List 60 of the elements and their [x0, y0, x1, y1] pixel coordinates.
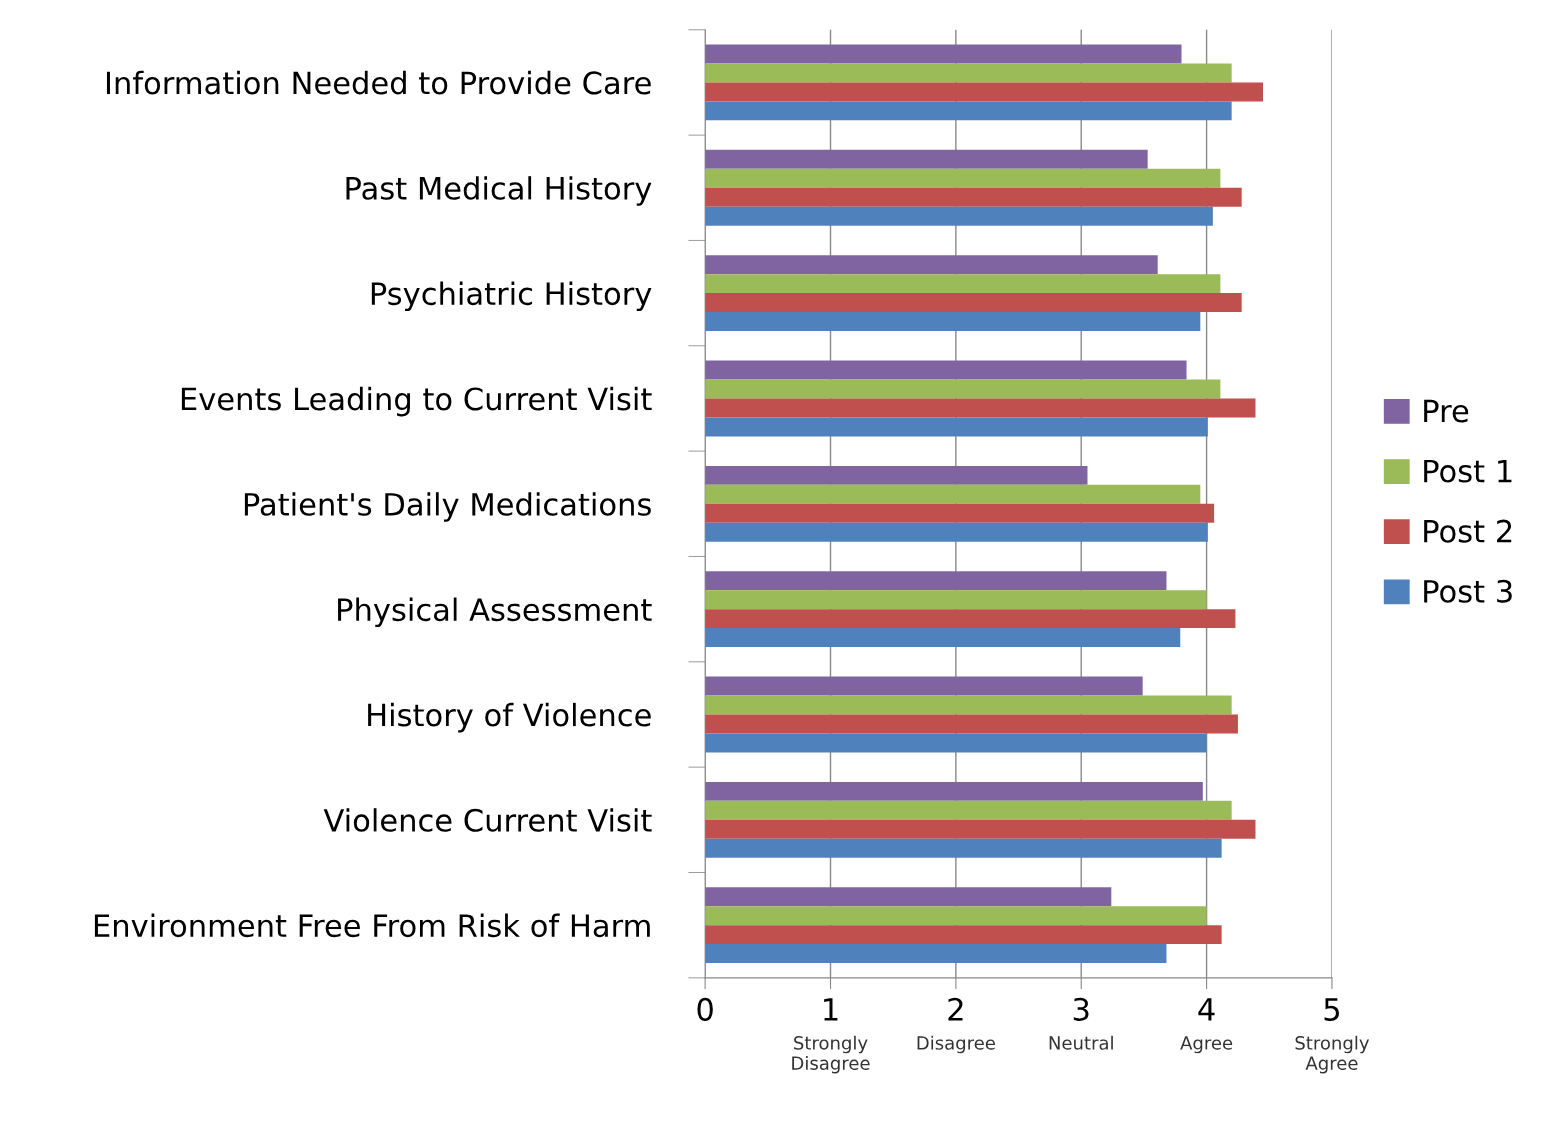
- y-tick-label: Information Needed to Provide Care: [106, 70, 651, 95]
- y-tick-label: Psychiatric History: [371, 281, 652, 312]
- y-tick-label: History of Violence: [368, 702, 651, 733]
- bar: [705, 590, 1207, 610]
- bar: [705, 781, 1203, 801]
- bar: [705, 503, 1215, 523]
- text: Disagree: [917, 1035, 995, 1054]
- y-tick-label: Past Medical History: [346, 176, 652, 206]
- bar: [705, 274, 1221, 294]
- bar: [705, 206, 1213, 226]
- bar: [705, 733, 1207, 753]
- text: Neutral: [1049, 1035, 1113, 1050]
- legend-label: Post 2: [1424, 519, 1512, 543]
- x-tick-label: 2: [948, 997, 963, 1021]
- bar: [705, 944, 1167, 964]
- bar: [705, 398, 1256, 418]
- bar: [705, 695, 1232, 715]
- bar: [705, 887, 1112, 907]
- y-tick-label: Environment Free From Risk of Harm: [94, 913, 650, 938]
- x-tick-label: 5: [1324, 998, 1339, 1021]
- bar: [705, 255, 1158, 275]
- bar: [705, 168, 1221, 188]
- bar: [705, 714, 1238, 734]
- bar: [705, 82, 1263, 102]
- bar: [705, 838, 1222, 858]
- bar: [705, 63, 1232, 83]
- bar: [705, 522, 1208, 542]
- bar: [705, 676, 1143, 696]
- y-tick-label: Patient's Daily Medications: [244, 492, 651, 522]
- text: Strongly Disagree: [792, 1035, 870, 1074]
- text: Strongly Agree: [1295, 1035, 1370, 1074]
- legend-label: Post 1: [1424, 459, 1512, 483]
- bar: [705, 465, 1088, 485]
- bar: [705, 101, 1232, 121]
- bar: [705, 379, 1221, 399]
- bar: [705, 628, 1181, 648]
- bar: [705, 609, 1236, 629]
- bar: [705, 925, 1222, 945]
- bar: [705, 293, 1242, 313]
- y-tick-label: Events Leading to Current Visit: [181, 386, 652, 417]
- bar: [705, 906, 1207, 926]
- bar: [705, 149, 1148, 169]
- bar: [705, 571, 1167, 591]
- bar: [705, 484, 1201, 504]
- legend-label: Pre: [1424, 399, 1469, 423]
- text: Agree: [1180, 1036, 1233, 1054]
- x-tick-label: 4: [1198, 998, 1215, 1021]
- x-tick-label: 0: [697, 997, 713, 1021]
- bar: [705, 187, 1242, 207]
- bar: [705, 44, 1182, 64]
- bar: [705, 312, 1201, 332]
- bar: [705, 800, 1232, 820]
- x-tick-label: 3: [1073, 997, 1089, 1021]
- y-tick-label: Physical Assessment: [338, 597, 652, 628]
- y-tick-label: Violence Current Visit: [323, 808, 652, 832]
- bar: [705, 417, 1208, 437]
- legend-label: Post 3: [1424, 579, 1512, 603]
- bar: [705, 360, 1187, 380]
- bar: [705, 819, 1256, 839]
- x-tick-label: 1: [824, 998, 838, 1021]
